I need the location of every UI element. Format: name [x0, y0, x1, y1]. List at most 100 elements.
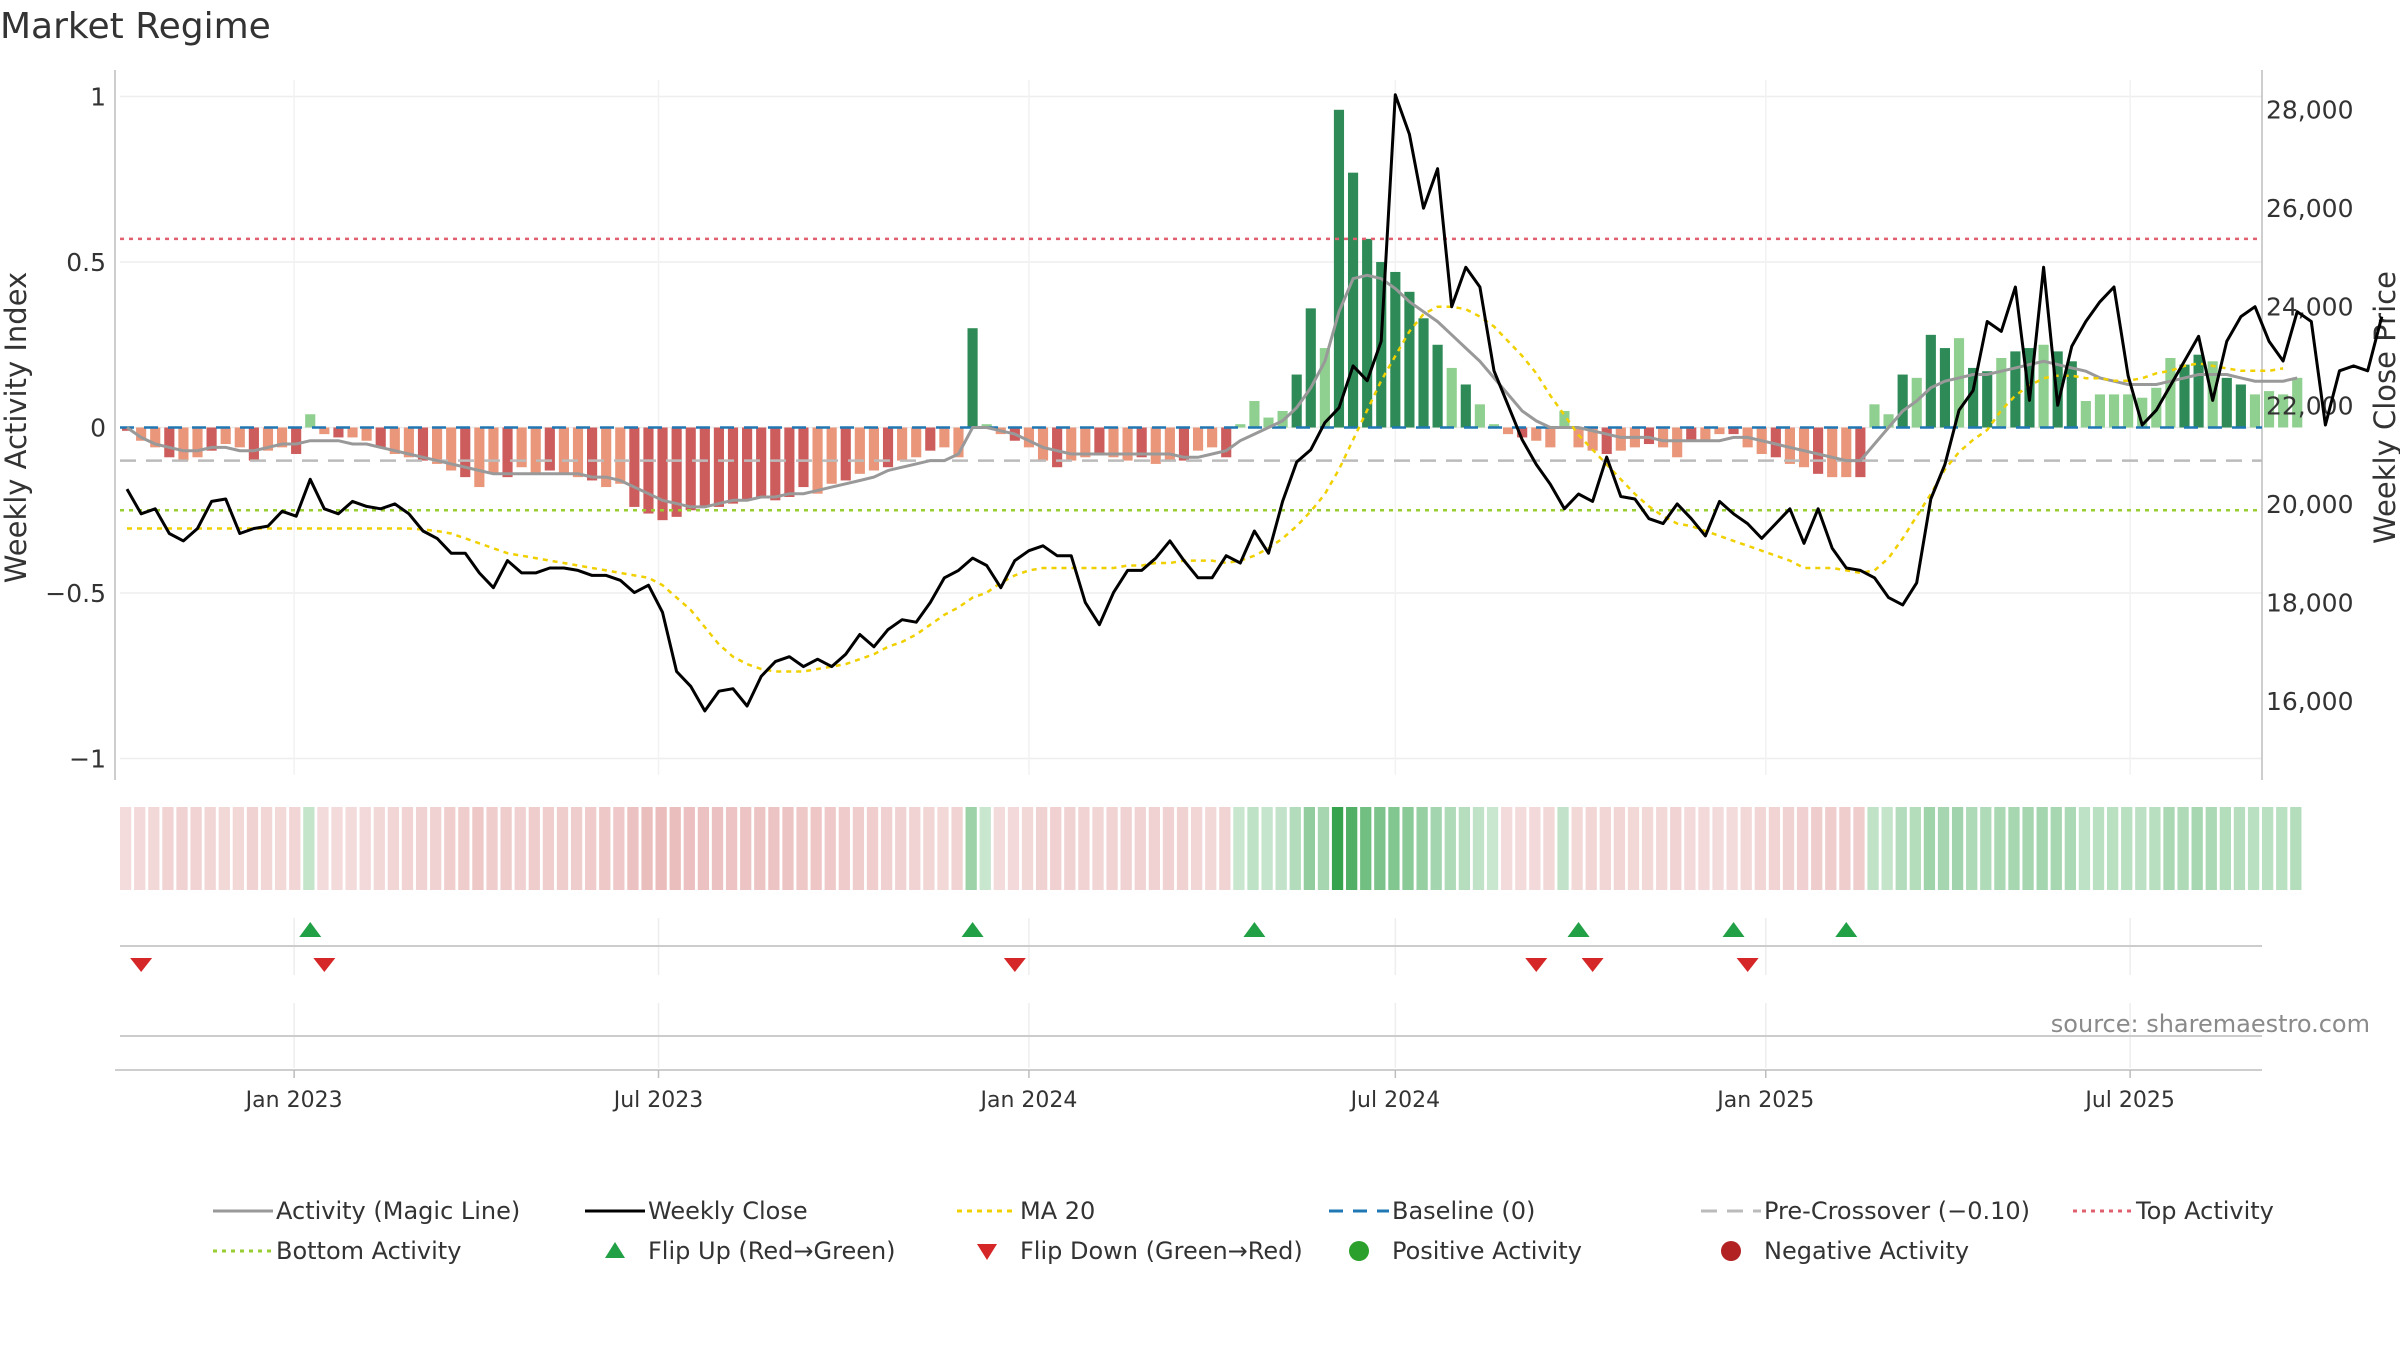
activity-bar — [699, 427, 710, 507]
activity-bar — [939, 427, 950, 448]
activity-bar — [417, 427, 429, 461]
strip-cell — [2233, 807, 2246, 890]
right-tick-label: 20,000 — [2266, 490, 2353, 519]
activity-bar — [1150, 427, 1161, 464]
strip-cell — [1529, 807, 1541, 890]
strip-cell — [514, 807, 526, 890]
strip-cell — [1768, 807, 1781, 890]
activity-bar — [319, 427, 330, 435]
flip-down-marker — [1003, 958, 1026, 972]
activity-bar — [460, 427, 471, 478]
left-tick-label: −1 — [69, 744, 106, 773]
activity-bar — [1474, 404, 1485, 428]
activity-bar — [1855, 427, 1866, 478]
strip-cell — [1966, 807, 1978, 890]
strip-cell — [444, 807, 456, 890]
activity-bar — [2066, 361, 2077, 428]
activity-bar — [488, 427, 499, 474]
legend-key-icon — [1698, 1196, 1764, 1226]
x-tick-label: Jul 2025 — [2083, 1088, 2175, 1113]
right-tick-label: 18,000 — [2266, 588, 2353, 617]
activity-bar — [1615, 427, 1626, 451]
legend-key-icon — [954, 1196, 1020, 1226]
activity-bar — [2179, 364, 2190, 428]
activity-bar — [1418, 318, 1429, 428]
activity-bar — [1601, 427, 1612, 454]
activity-bar — [333, 427, 344, 438]
legend-label: Pre-Crossover (−0.10) — [1764, 1197, 2031, 1225]
strip-cell — [148, 807, 160, 890]
activity-bar — [1700, 427, 1711, 441]
strip-cell — [1120, 807, 1132, 890]
strip-cell — [810, 807, 822, 890]
strip-cell — [782, 807, 794, 890]
strip-cell — [556, 807, 569, 890]
strip-cell — [331, 807, 343, 890]
activity-bar — [291, 427, 302, 454]
legend-key-icon — [1698, 1236, 1764, 1266]
activity-bar — [1249, 401, 1260, 428]
legend: Activity (Magic Line) Weekly Close MA 20 Ba… — [210, 1196, 2370, 1266]
activity-bar — [1108, 427, 1119, 458]
legend-label: Flip Down (Green→Red) — [1020, 1237, 1303, 1265]
strip-cell — [1726, 807, 1738, 890]
strip-cell — [627, 807, 639, 890]
strip-cell — [218, 807, 230, 890]
activity-bar — [826, 427, 837, 484]
legend-key-icon — [954, 1236, 1020, 1266]
legend-key-icon — [582, 1236, 648, 1266]
legend-item: Flip Down (Green→Red) — [954, 1236, 1326, 1266]
strip-cell — [373, 807, 385, 890]
activity-bar — [2263, 391, 2275, 428]
flip-down-marker — [313, 958, 336, 972]
legend-key-icon — [210, 1196, 276, 1226]
activity-bar — [1883, 414, 1894, 428]
activity-bar — [967, 328, 978, 428]
activity-bar — [347, 427, 358, 438]
strip-cell — [1205, 807, 1217, 890]
activity-bar — [812, 427, 823, 494]
left-tick-label: 0 — [90, 414, 106, 443]
activity-bar — [587, 427, 598, 481]
activity-bar — [178, 427, 189, 461]
activity-bar — [1122, 427, 1133, 461]
activity-bar — [1037, 427, 1049, 461]
legend-item: Baseline (0) — [1326, 1196, 1698, 1226]
activity-bar — [192, 427, 203, 458]
strip-cell — [204, 807, 216, 890]
regime-strip — [120, 807, 2302, 890]
strip-cell — [711, 807, 724, 890]
strip-cell — [1951, 807, 1964, 890]
strip-cell — [880, 807, 893, 890]
activity-bar — [1714, 427, 1725, 435]
strip-cell — [1388, 807, 1400, 890]
strip-cell — [1261, 807, 1273, 890]
strip-cell — [1782, 807, 1795, 890]
strip-cell — [585, 807, 597, 890]
axes: −1 −0.5 0 0.5 1 16,000 18,000 20,000 22,000 24,00… — [0, 70, 2400, 780]
activity-bar — [601, 427, 612, 488]
strip-cell — [1458, 807, 1471, 890]
strip-cell — [655, 807, 667, 890]
activity-bar — [1207, 427, 1218, 448]
strip-cell — [2078, 807, 2091, 890]
activity-bar — [2052, 351, 2063, 428]
strip-cell — [1106, 807, 1118, 890]
legend-item: Negative Activity — [1698, 1236, 2070, 1266]
activity-bar — [1925, 334, 1936, 428]
strip-cell — [1374, 807, 1386, 890]
strip-cell — [2219, 807, 2231, 890]
strip-cell — [1233, 807, 1245, 890]
strip-cell — [1994, 807, 2006, 890]
strip-cell — [1035, 807, 1048, 890]
activity-bar — [1841, 427, 1852, 478]
strip-cell — [1064, 807, 1076, 890]
strip-cell — [1176, 807, 1189, 890]
strip-cell — [1402, 807, 1414, 890]
legend-label: Negative Activity — [1764, 1237, 1970, 1265]
strip-cell — [430, 807, 442, 890]
strip-cell — [1078, 807, 1090, 890]
strip-cell — [1811, 807, 1823, 890]
strip-cell — [683, 807, 695, 890]
